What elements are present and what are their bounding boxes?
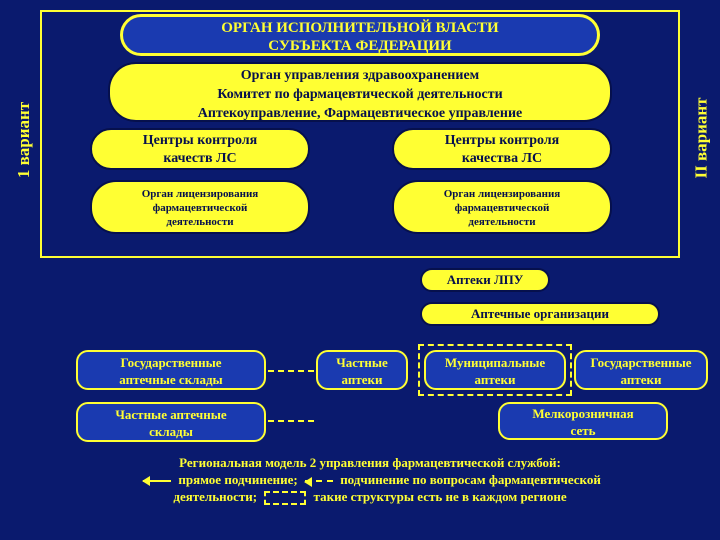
legend3a-text: деятельности;: [173, 489, 257, 504]
priv-warehouse-text: Частные аптечныесклады: [115, 407, 226, 439]
ccq-right-box: Центры контролякачества ЛС: [392, 128, 612, 170]
legend2b-text: подчинение по вопросам фармацевтической: [340, 472, 601, 487]
lic-left-box: Орган лицензированияфармацевтическойдеят…: [90, 180, 310, 234]
ccq-left-box: Центры контролякачеств ЛС: [90, 128, 310, 170]
priv-pharmacy-text: Частныеаптеки: [336, 355, 388, 387]
apt-lpu-box: Аптеки ЛПУ: [420, 268, 550, 292]
lic-right-box: Орган лицензированияфармацевтическойдеят…: [392, 180, 612, 234]
gov-pharmacy-box: Государственныеаптеки: [574, 350, 708, 390]
gov-warehouse-box: Государственныеаптечные склады: [76, 350, 266, 390]
retail-box: Мелкорозничнаясеть: [498, 402, 668, 440]
legend-line1: Региональная модель 2 управления фармаце…: [60, 454, 680, 471]
ccq-left-text: Центры контролякачеств ЛС: [143, 133, 257, 166]
dash-box-icon: [264, 491, 306, 505]
muni-dash-box: [418, 344, 572, 396]
retail-text: Мелкорозничнаясеть: [532, 406, 633, 438]
gov-warehouse-text: Государственныеаптечные склады: [119, 355, 222, 387]
apt-org-box: Аптечные организации: [420, 302, 660, 326]
gov-pharmacy-text: Государственныеаптеки: [590, 355, 691, 387]
legend-block: Региональная модель 2 управления фармаце…: [60, 454, 680, 505]
legend3b-text: такие структуры есть не в каждом регионе: [314, 489, 567, 504]
ccq-right-text: Центры контролякачества ЛС: [445, 133, 559, 166]
solid-arrow-icon: [143, 480, 171, 482]
dash-connector-2: [268, 420, 314, 422]
title-text: ОРГАН ИСПОЛНИТЕЛЬНОЙ ВЛАСТИСУБЪЕКТА ФЕДЕ…: [221, 20, 498, 54]
variant-right-label: II вариант: [691, 97, 711, 178]
apt-lpu-text: Аптеки ЛПУ: [447, 272, 524, 287]
variant-left-label: 1 вариант: [14, 102, 34, 178]
lic-left-text: Орган лицензированияфармацевтическойдеят…: [142, 188, 259, 228]
legend2a-text: прямое подчинение;: [178, 472, 297, 487]
apt-org-text: Аптечные организации: [471, 306, 609, 321]
title-box: ОРГАН ИСПОЛНИТЕЛЬНОЙ ВЛАСТИСУБЪЕКТА ФЕДЕ…: [120, 14, 600, 56]
dash-connector-1: [268, 370, 314, 372]
dash-arrow-icon: [305, 480, 333, 482]
legend-line2: прямое подчинение; подчинение по вопроса…: [60, 471, 680, 488]
health-mgmt-text: Орган управления здравоохранениемКомитет…: [198, 68, 522, 121]
legend-line3: деятельности; такие структуры есть не в …: [60, 488, 680, 505]
priv-warehouse-box: Частные аптечныесклады: [76, 402, 266, 442]
lic-right-text: Орган лицензированияфармацевтическойдеят…: [444, 188, 561, 228]
health-mgmt-box: Орган управления здравоохранениемКомитет…: [108, 62, 612, 122]
priv-pharmacy-box: Частныеаптеки: [316, 350, 408, 390]
